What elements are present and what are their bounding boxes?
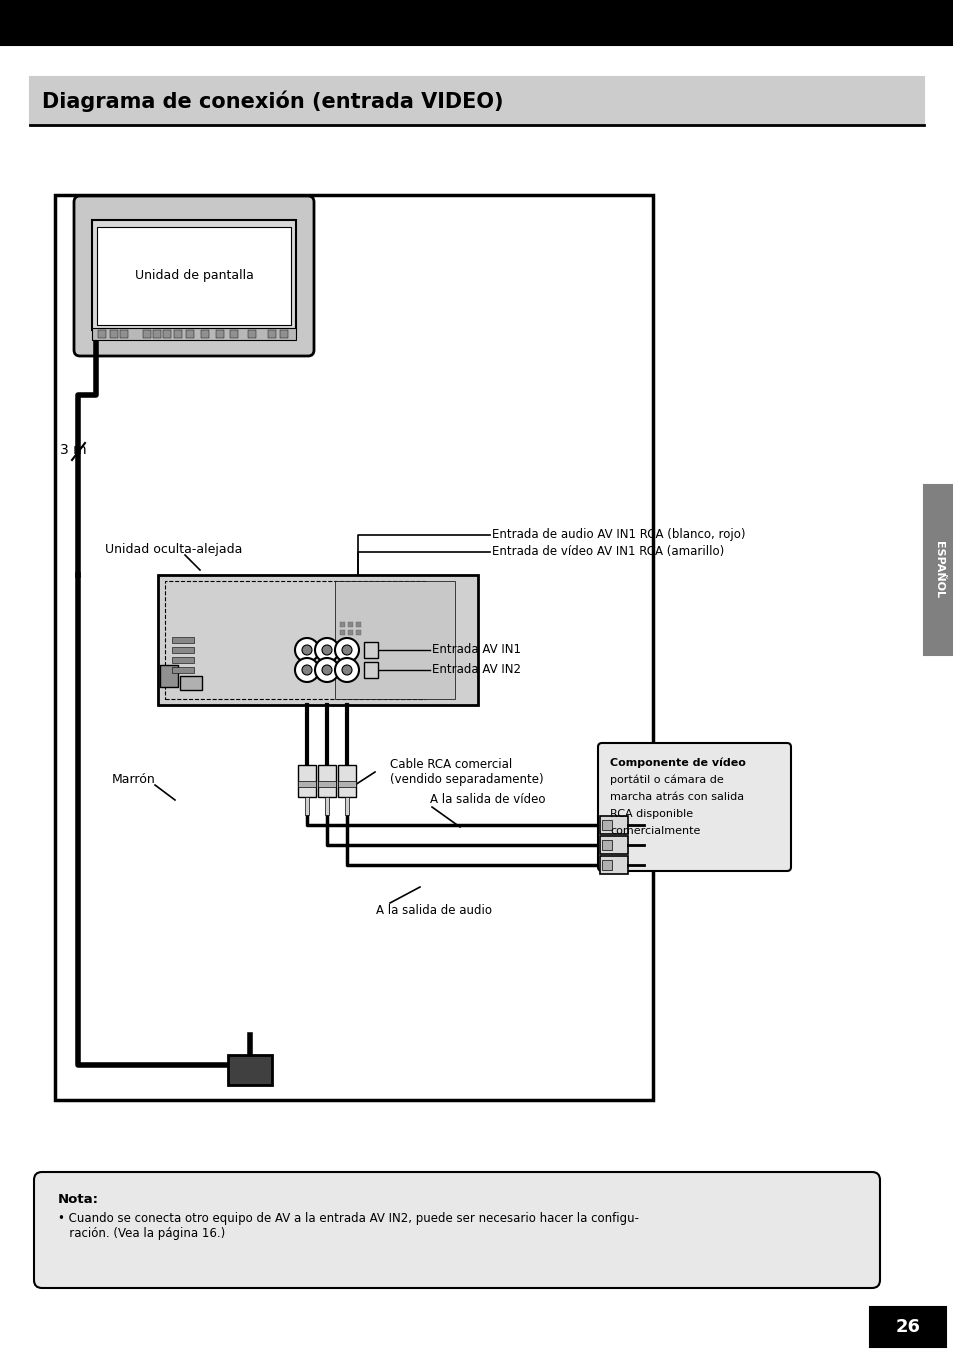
Text: (vendido separadamente): (vendido separadamente)	[390, 774, 543, 786]
Circle shape	[341, 665, 352, 675]
Text: Marrón: Marrón	[112, 774, 155, 786]
Bar	[152, 331, 161, 337]
Bar	[337, 766, 355, 797]
Text: 3 m: 3 m	[60, 443, 87, 457]
Bar	[923, 485, 953, 654]
Text: RCA disponible: RCA disponible	[609, 809, 693, 818]
Bar	[335, 581, 455, 699]
Text: 26: 26	[895, 1318, 920, 1336]
Circle shape	[314, 659, 338, 682]
Text: Cable RCA comercial: Cable RCA comercial	[390, 759, 512, 771]
Circle shape	[294, 659, 318, 682]
Bar	[91, 220, 295, 331]
Bar	[355, 622, 360, 627]
Bar	[180, 676, 202, 690]
Circle shape	[302, 645, 312, 654]
Bar	[599, 836, 627, 854]
Bar	[172, 646, 193, 653]
Bar	[317, 766, 335, 797]
Text: Componente de vídeo: Componente de vídeo	[609, 757, 745, 768]
Bar	[230, 331, 237, 337]
Bar	[248, 331, 255, 337]
Bar	[601, 820, 612, 831]
Bar	[55, 195, 652, 1100]
Text: A la salida de vídeo: A la salida de vídeo	[430, 794, 545, 806]
Text: Nota:: Nota:	[58, 1192, 99, 1206]
Circle shape	[302, 665, 312, 675]
Bar	[599, 856, 627, 874]
Text: Unidad de pantalla: Unidad de pantalla	[134, 270, 253, 282]
Bar	[317, 780, 335, 787]
Bar	[364, 663, 377, 678]
Text: Entrada AV IN2: Entrada AV IN2	[432, 664, 520, 676]
Circle shape	[335, 659, 358, 682]
Circle shape	[294, 638, 318, 663]
Bar	[158, 575, 477, 705]
Bar	[186, 331, 193, 337]
Bar	[97, 228, 291, 325]
Text: Entrada AV IN1: Entrada AV IN1	[432, 644, 520, 657]
Text: Entrada de audio AV IN1 RCA (blanco, rojo): Entrada de audio AV IN1 RCA (blanco, roj…	[492, 528, 744, 542]
Bar	[339, 622, 345, 627]
Bar	[173, 331, 182, 337]
Bar	[268, 331, 275, 337]
Text: comercialmente: comercialmente	[609, 827, 700, 836]
Bar	[337, 780, 355, 787]
Circle shape	[322, 645, 332, 654]
Bar	[91, 328, 295, 340]
Bar	[348, 622, 353, 627]
Bar	[339, 630, 345, 635]
Bar	[599, 816, 627, 833]
Bar	[215, 331, 224, 337]
Bar	[143, 331, 151, 337]
Bar	[110, 331, 118, 337]
Text: Entrada de vídeo AV IN1 RCA (amarillo): Entrada de vídeo AV IN1 RCA (amarillo)	[492, 546, 723, 558]
Bar	[297, 766, 315, 797]
Bar	[172, 667, 193, 673]
Bar	[325, 797, 329, 814]
Circle shape	[341, 645, 352, 654]
Bar	[355, 630, 360, 635]
Bar	[601, 860, 612, 870]
Text: ESPAÑOL: ESPAÑOL	[933, 542, 943, 599]
Bar	[345, 797, 349, 814]
FancyBboxPatch shape	[598, 743, 790, 871]
Bar	[0, 0, 953, 45]
Bar	[305, 797, 309, 814]
FancyBboxPatch shape	[34, 1172, 879, 1289]
Circle shape	[335, 638, 358, 663]
Circle shape	[314, 638, 338, 663]
Bar	[601, 840, 612, 850]
FancyBboxPatch shape	[74, 196, 314, 356]
Text: A la salida de audio: A la salida de audio	[375, 904, 492, 916]
Bar	[172, 657, 193, 663]
Bar	[364, 642, 377, 659]
Bar	[297, 780, 315, 787]
Bar	[163, 331, 171, 337]
Text: portátil o cámara de: portátil o cámara de	[609, 775, 723, 786]
Text: • Cuando se conecta otro equipo de AV a la entrada AV IN2, puede ser necesario h: • Cuando se conecta otro equipo de AV a …	[58, 1211, 639, 1240]
Bar	[228, 1056, 272, 1085]
Bar	[348, 630, 353, 635]
Bar	[160, 665, 178, 687]
Bar	[165, 581, 424, 699]
Bar	[172, 637, 193, 644]
Text: Diagrama de conexión (entrada VIDEO): Diagrama de conexión (entrada VIDEO)	[42, 91, 503, 111]
Bar	[120, 331, 128, 337]
Circle shape	[322, 665, 332, 675]
Bar	[201, 331, 209, 337]
Bar	[98, 331, 106, 337]
Bar	[30, 77, 923, 125]
Text: marcha atrás con salida: marcha atrás con salida	[609, 793, 743, 802]
Bar	[280, 331, 288, 337]
Text: Unidad oculta-alejada: Unidad oculta-alejada	[105, 543, 242, 557]
Bar	[869, 1308, 945, 1347]
